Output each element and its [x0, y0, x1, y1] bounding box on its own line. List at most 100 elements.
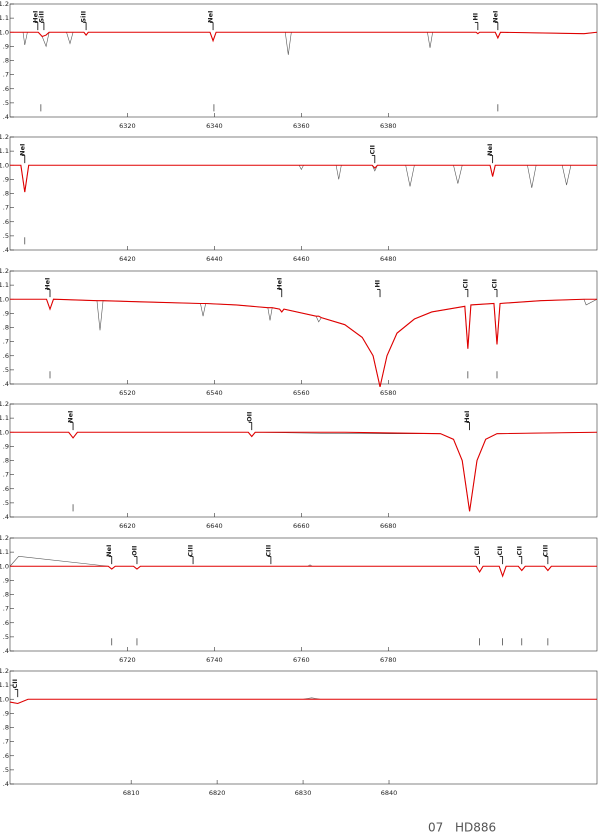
- plot-frame: [9, 3, 598, 118]
- y-tick-label: 1.0: [0, 295, 9, 303]
- spectrum-line: [10, 31, 598, 55]
- y-tick-label: .6: [3, 485, 9, 493]
- plot-frame: [9, 537, 598, 652]
- spectrum-line: [9, 698, 597, 705]
- y-tick-label: 1.1: [0, 147, 9, 155]
- y-tick-label: .7: [3, 71, 9, 79]
- y-tick-label: 1.0: [0, 428, 9, 436]
- spectrum-line: [10, 565, 597, 578]
- x-tick-label: 6680: [380, 522, 397, 530]
- x-tick-label: 6520: [119, 389, 136, 397]
- x-tick-label: 6480: [380, 255, 397, 263]
- x-tick-label: 6340: [206, 122, 223, 130]
- line-id-label: HeI: [275, 278, 283, 290]
- y-tick-label: 1.1: [0, 281, 9, 289]
- line-id-label: CII: [473, 546, 481, 556]
- spectrum-line: [10, 164, 597, 193]
- y-tick-label: 1.2: [0, 667, 9, 675]
- y-tick-label: .4: [3, 380, 9, 388]
- y-tick-label: 1.2: [0, 267, 9, 275]
- line-id-label: HI: [471, 13, 479, 21]
- y-tick-label: .8: [3, 724, 9, 732]
- x-tick-label: 6640: [206, 522, 223, 530]
- y-tick-label: .9: [3, 442, 9, 450]
- line-id-label: CIII: [264, 545, 272, 557]
- x-tick-label: 6620: [119, 522, 136, 530]
- x-tick-label: 6440: [206, 255, 223, 263]
- page-number: 07: [428, 821, 443, 835]
- line-id-label: CIII: [187, 545, 195, 557]
- line-id-label: NeI: [18, 144, 26, 156]
- y-tick-label: .8: [3, 190, 9, 198]
- line-id-label: CII: [515, 546, 523, 556]
- spectrum-line: [9, 697, 597, 704]
- x-tick-label: 6830: [295, 789, 312, 797]
- line-id-label: HI: [374, 280, 382, 288]
- line-id-label: SiII: [80, 11, 88, 23]
- y-tick-label: .7: [3, 338, 9, 346]
- plot-frame: [9, 403, 598, 518]
- line-id-label: NeI: [491, 11, 499, 23]
- y-tick-label: .6: [3, 619, 9, 627]
- y-tick-label: 1.1: [0, 14, 9, 22]
- y-tick-label: .4: [3, 113, 9, 121]
- x-tick-label: 6820: [209, 789, 226, 797]
- line-id-label: NeI: [105, 545, 113, 557]
- y-tick-label: .6: [3, 752, 9, 760]
- y-tick-label: .4: [3, 780, 9, 788]
- y-tick-label: .6: [3, 85, 9, 93]
- x-tick-label: 6780: [380, 656, 397, 664]
- line-id-label: NeI: [67, 411, 75, 423]
- plot-frame: [9, 270, 598, 385]
- line-id-label: CII: [490, 279, 498, 289]
- y-tick-label: 1.1: [0, 414, 9, 422]
- line-id-label: NeI: [486, 144, 494, 156]
- y-tick-label: .4: [3, 513, 9, 521]
- x-tick-label: 6460: [293, 255, 310, 263]
- line-id-label: OII: [245, 412, 253, 422]
- line-id-label: OII: [130, 546, 138, 556]
- spectrum-line: [10, 31, 598, 43]
- line-id-label: CII: [368, 145, 376, 155]
- spectrum-line: [10, 431, 598, 512]
- line-id-label: CIII: [541, 545, 549, 557]
- y-tick-label: .5: [3, 633, 9, 641]
- line-id-label: HeI: [463, 411, 471, 423]
- y-tick-label: 1.0: [0, 562, 9, 570]
- spectrum-line: [10, 298, 598, 387]
- y-tick-label: .5: [3, 499, 9, 507]
- line-id-label: HeI: [31, 11, 39, 23]
- y-tick-label: 1.2: [0, 133, 9, 141]
- x-tick-label: 6560: [293, 389, 310, 397]
- y-tick-label: .8: [3, 591, 9, 599]
- y-tick-label: 1.0: [0, 695, 9, 703]
- line-id-label: CII: [496, 546, 504, 556]
- y-tick-label: .5: [3, 366, 9, 374]
- y-tick-label: .9: [3, 42, 9, 50]
- y-tick-label: .5: [3, 99, 9, 107]
- y-tick-label: .4: [3, 246, 9, 254]
- y-tick-label: 1.0: [0, 161, 9, 169]
- y-tick-label: 1.1: [0, 548, 9, 556]
- y-tick-label: .9: [3, 309, 9, 317]
- y-tick-label: .8: [3, 324, 9, 332]
- line-id-label: NeI: [207, 11, 215, 23]
- plot-frame: [9, 670, 598, 785]
- line-id-label: SiII: [37, 11, 45, 23]
- x-tick-label: 6810: [123, 789, 140, 797]
- y-tick-label: .4: [3, 647, 9, 655]
- y-tick-label: .6: [3, 218, 9, 226]
- y-tick-label: .7: [3, 471, 9, 479]
- line-id-label: CII: [11, 679, 19, 689]
- x-tick-label: 6320: [119, 122, 136, 130]
- y-tick-label: 1.1: [0, 681, 9, 689]
- y-tick-label: 1.2: [0, 0, 9, 8]
- x-tick-label: 6840: [381, 789, 398, 797]
- x-tick-label: 6660: [293, 522, 310, 530]
- y-tick-label: .9: [3, 175, 9, 183]
- line-id-label: HeI: [44, 278, 52, 290]
- spectrum-line: [10, 298, 597, 387]
- y-tick-label: .7: [3, 738, 9, 746]
- x-tick-label: 6540: [206, 389, 223, 397]
